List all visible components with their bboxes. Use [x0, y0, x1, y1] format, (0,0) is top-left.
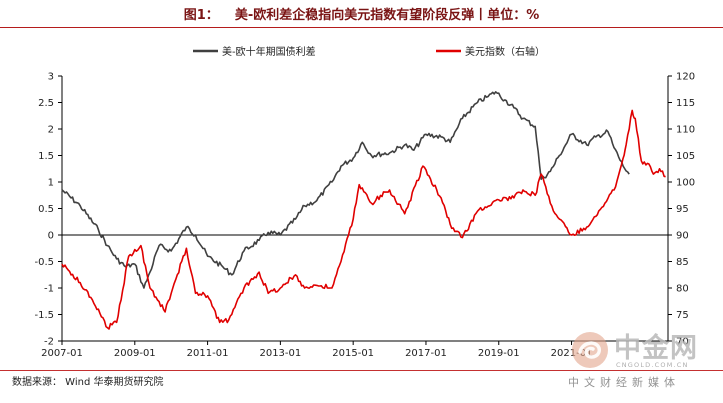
right-tick-label: 105: [676, 151, 695, 162]
right-tick-label: 90: [676, 231, 689, 242]
x-tick-label: 2021-01: [551, 348, 593, 359]
left-tick-label: 2.5: [38, 98, 54, 109]
legend-label-spread: 美-欧十年期国债利差: [222, 45, 316, 58]
x-tick-label: 2009-01: [114, 348, 156, 359]
footer-divider: [0, 370, 723, 371]
data-source: 数据来源： Wind 华泰期货研究院: [12, 377, 164, 388]
x-tick-label: 2017-01: [405, 348, 447, 359]
figure-number: 图1：: [183, 8, 219, 23]
figure-caption: 美-欧利差企稳指向美元指数有望阶段反弹丨单位：%: [234, 8, 540, 23]
x-tick-label: 2019-01: [478, 348, 520, 359]
left-tick-label: -0.5: [34, 257, 54, 268]
figure-title: 图1： 美-欧利差企稳指向美元指数有望阶段反弹丨单位：%: [0, 4, 723, 23]
right-tick-label: 110: [676, 125, 695, 136]
left-tick-label: -2: [44, 337, 54, 348]
chart-series: [61, 91, 666, 330]
series-line-spread: [61, 91, 630, 289]
left-tick-label: 2: [48, 125, 54, 136]
right-tick-label: 100: [676, 178, 695, 189]
x-tick-label: 2015-01: [332, 348, 374, 359]
right-tick-label: 85: [676, 257, 689, 268]
right-tick-label: 70: [676, 337, 689, 348]
x-tick-label: 2007-01: [41, 348, 83, 359]
right-tick-label: 120: [676, 72, 695, 83]
left-tick-label: 1: [48, 178, 54, 189]
legend-label-usd-index: 美元指数（右轴）: [465, 45, 545, 58]
left-tick-label: 3: [48, 72, 54, 83]
watermark-slogan: 中文财经新媒体: [568, 376, 680, 389]
series-line-usd-index: [61, 109, 666, 330]
watermark-logo-icon: [572, 332, 608, 368]
left-tick-label: -1.5: [34, 310, 54, 321]
x-tick-label: 2011-01: [187, 348, 229, 359]
left-tick-label: 0.5: [38, 204, 54, 215]
right-tick-label: 115: [676, 98, 695, 109]
watermark-name: 中金网: [614, 333, 698, 364]
watermark: 中金网 CNGOLD.COM.CN 中文财经新媒体: [562, 326, 720, 396]
title-divider: [0, 27, 723, 28]
chart-legend: 美-欧十年期国债利差 美元指数（右轴）: [193, 45, 545, 58]
left-tick-label: 1.5: [38, 151, 54, 162]
chart-axes: -2 -1.5 -1 -0.5 0 0.5 1 1.5 2 2.5 3 70 75 80 85 90 95 100…: [34, 72, 695, 360]
right-tick-label: 80: [676, 284, 689, 295]
watermark-url: CNGOLD.COM.CN: [616, 361, 689, 369]
left-tick-label: 0: [48, 231, 54, 242]
left-tick-label: -1: [44, 284, 54, 295]
right-tick-label: 75: [676, 310, 689, 321]
x-tick-label: 2013-01: [259, 348, 301, 359]
right-tick-label: 95: [676, 204, 689, 215]
